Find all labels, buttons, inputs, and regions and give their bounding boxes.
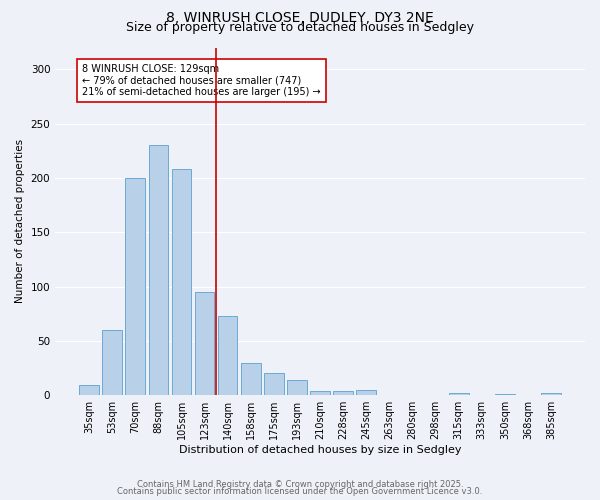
Bar <box>241 362 260 395</box>
Bar <box>334 391 353 395</box>
Bar <box>218 316 238 395</box>
Bar <box>495 394 515 395</box>
Bar <box>125 178 145 395</box>
Bar <box>449 393 469 395</box>
Y-axis label: Number of detached properties: Number of detached properties <box>15 140 25 304</box>
Bar <box>172 169 191 395</box>
Text: 8 WINRUSH CLOSE: 129sqm
← 79% of detached houses are smaller (747)
21% of semi-d: 8 WINRUSH CLOSE: 129sqm ← 79% of detache… <box>82 64 321 97</box>
Bar <box>149 146 168 395</box>
Text: Contains HM Land Registry data © Crown copyright and database right 2025.: Contains HM Land Registry data © Crown c… <box>137 480 463 489</box>
Bar <box>195 292 214 395</box>
Bar <box>287 380 307 395</box>
Bar <box>103 330 122 395</box>
Bar <box>356 390 376 395</box>
Bar <box>310 391 330 395</box>
Bar <box>79 386 99 395</box>
Text: Size of property relative to detached houses in Sedgley: Size of property relative to detached ho… <box>126 22 474 35</box>
Text: 8, WINRUSH CLOSE, DUDLEY, DY3 2NE: 8, WINRUSH CLOSE, DUDLEY, DY3 2NE <box>166 11 434 25</box>
X-axis label: Distribution of detached houses by size in Sedgley: Distribution of detached houses by size … <box>179 445 461 455</box>
Bar <box>541 393 561 395</box>
Text: Contains public sector information licensed under the Open Government Licence v3: Contains public sector information licen… <box>118 487 482 496</box>
Bar <box>264 374 284 395</box>
